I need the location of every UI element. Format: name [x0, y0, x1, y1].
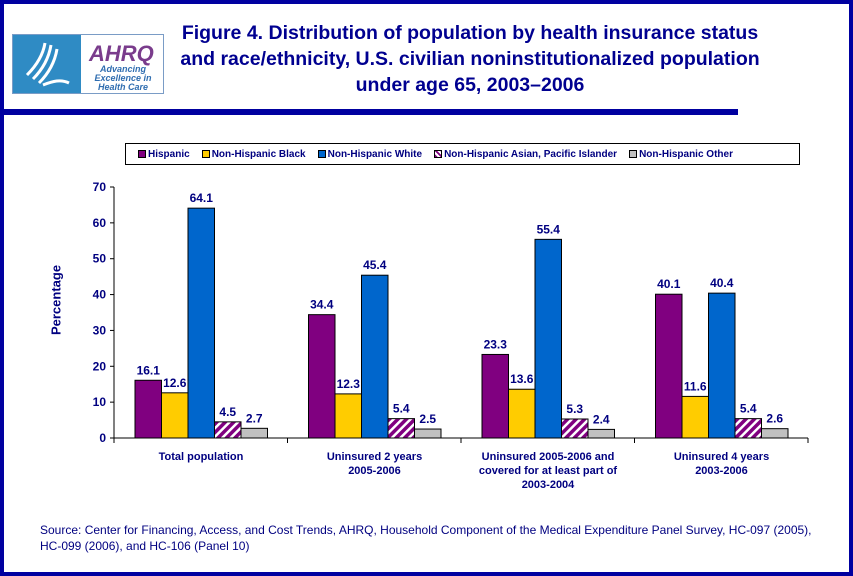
bar	[587, 428, 615, 439]
legend-item: Non-Hispanic Asian, Pacific Islander	[434, 149, 617, 160]
data-label: 5.3	[566, 402, 583, 416]
bar	[734, 418, 762, 439]
data-label: 2.7	[246, 411, 263, 425]
x-category-label-line: Uninsured 2 years	[326, 451, 423, 463]
data-label: 34.4	[310, 298, 334, 312]
bar	[561, 418, 589, 439]
data-label: 55.4	[537, 222, 561, 236]
data-label: 2.5	[419, 412, 436, 426]
bar	[361, 274, 389, 439]
x-category-label: Uninsured 2005-2006 and covered for at le…	[461, 450, 635, 492]
y-tick-label: 50	[93, 252, 107, 266]
x-category-label-line: 2003-2006	[695, 465, 748, 477]
data-label: 11.6	[684, 379, 707, 393]
y-tick-label: 0	[99, 431, 106, 445]
bar	[481, 353, 509, 439]
x-category-label-line: 2005-2006	[348, 465, 401, 477]
y-tick-label: 60	[93, 216, 107, 230]
data-label: 40.1	[657, 277, 681, 291]
bar	[334, 393, 362, 439]
legend-label: Hispanic	[148, 148, 190, 160]
data-label: 23.3	[484, 337, 508, 351]
bar	[187, 207, 215, 439]
data-label: 64.1	[190, 191, 214, 205]
bar	[414, 428, 442, 439]
bar	[161, 392, 189, 439]
data-label: 2.6	[766, 412, 783, 426]
bar	[655, 293, 683, 439]
data-label: 45.4	[363, 258, 387, 272]
y-tick-label: 70	[93, 180, 107, 194]
hhs-eagle-icon	[13, 35, 81, 93]
legend-swatch	[138, 150, 146, 158]
legend-item: Non-Hispanic White	[317, 148, 423, 160]
data-label: 5.4	[740, 402, 757, 416]
ahrq-tagline: Advancing Excellence in Health Care	[94, 64, 152, 92]
legend-swatch	[434, 150, 443, 158]
legend-label: Non-Hispanic Asian, Pacific Islander	[444, 148, 618, 160]
bar	[708, 292, 736, 439]
ahrq-wordmark: AHRQ	[89, 41, 154, 66]
data-label: 2.4	[593, 412, 610, 426]
legend: Hispanic Non-Hispanic Black Non-Hispanic W…	[125, 143, 800, 165]
bar	[387, 418, 415, 439]
data-label: 13.6	[510, 372, 534, 386]
bar	[761, 428, 789, 439]
legend-swatch	[201, 150, 210, 158]
data-label: 40.4	[710, 276, 734, 290]
x-category-label: Total population	[114, 450, 288, 464]
y-tick-label: 30	[93, 323, 107, 337]
ahrq-logo: AHRQ Advancing Excellence in Health Care	[12, 34, 164, 94]
legend-swatch	[629, 150, 638, 158]
legend-swatch	[317, 150, 326, 158]
bar	[214, 421, 242, 439]
legend-label: Non-Hispanic White	[327, 148, 423, 160]
bar	[134, 379, 162, 439]
data-label: 12.6	[163, 376, 187, 390]
y-tick-label: 10	[93, 395, 107, 409]
bar	[308, 314, 336, 439]
bar	[508, 388, 536, 439]
x-category-label-line: Uninsured 4 years	[673, 451, 770, 463]
data-label: 5.4	[393, 402, 410, 416]
legend-item: Hispanic	[138, 149, 190, 160]
y-tick-label: 40	[93, 288, 107, 302]
x-category-label-line: Uninsured 2005-2006 and	[481, 451, 615, 463]
bar	[681, 395, 709, 439]
legend-label: Non-Hispanic Other	[639, 148, 733, 160]
x-category-label-line: covered for at least part of	[478, 465, 618, 477]
chart-title: Figure 4. Distribution of population by …	[180, 22, 760, 96]
legend-item: Non-Hispanic Other	[629, 149, 733, 160]
source-note: Source: Center for Financing, Access, an…	[40, 523, 812, 553]
x-category-label-line: 2003-2004	[521, 479, 575, 491]
bar	[534, 238, 562, 439]
x-category-label: Uninsured 4 years 2003-2006	[635, 450, 809, 478]
title-divider	[4, 109, 738, 115]
bar	[240, 427, 268, 439]
legend-item: Non-Hispanic Black	[201, 148, 306, 160]
data-label: 12.3	[337, 377, 361, 391]
y-tick-label: 20	[93, 359, 107, 373]
x-category-label-line: Total population	[158, 451, 244, 463]
data-label: 16.1	[137, 363, 161, 377]
data-label: 4.5	[219, 405, 236, 419]
legend-label: Non-Hispanic Black	[211, 148, 306, 160]
x-category-label: Uninsured 2 years 2005-2006	[288, 450, 462, 478]
